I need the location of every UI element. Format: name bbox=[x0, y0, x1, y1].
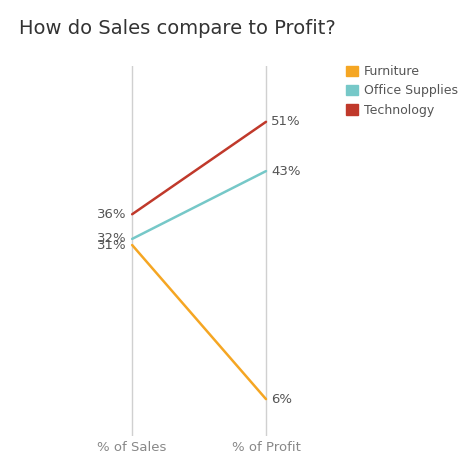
Text: How do Sales compare to Profit?: How do Sales compare to Profit? bbox=[19, 19, 336, 38]
Text: 32%: 32% bbox=[97, 232, 127, 246]
Text: 43%: 43% bbox=[271, 164, 301, 178]
Text: 6%: 6% bbox=[271, 392, 292, 406]
Text: 36%: 36% bbox=[97, 208, 127, 221]
Legend: Furniture, Office Supplies, Technology: Furniture, Office Supplies, Technology bbox=[346, 65, 458, 117]
Text: 51%: 51% bbox=[271, 115, 301, 128]
Text: 31%: 31% bbox=[97, 238, 127, 252]
